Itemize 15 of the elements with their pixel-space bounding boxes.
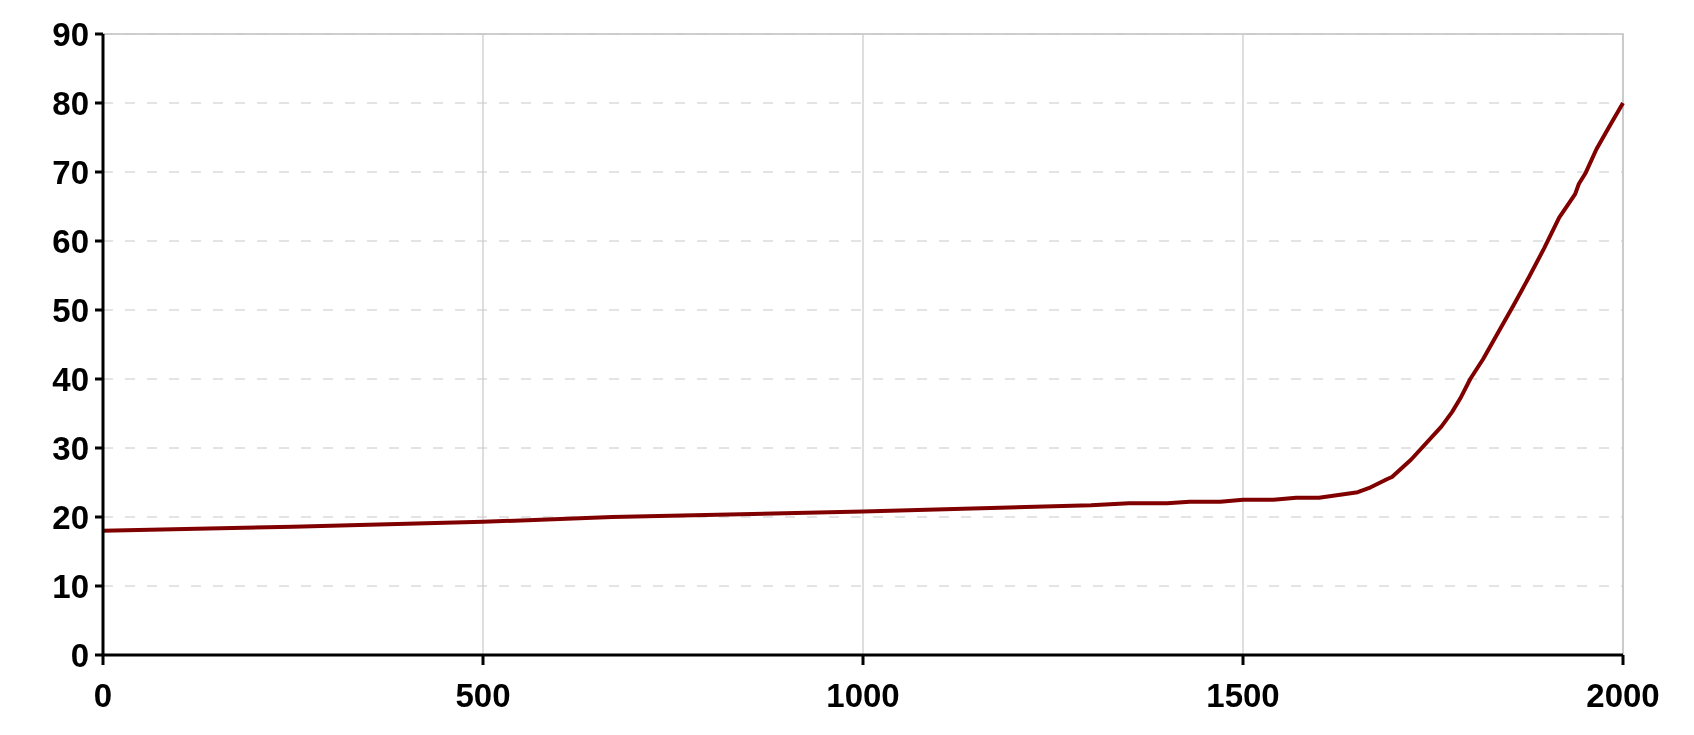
y-tick-label: 80 [52, 84, 89, 122]
y-tick-label: 60 [52, 222, 89, 260]
x-tick-label: 500 [455, 677, 511, 714]
y-tick-label: 30 [52, 429, 89, 467]
x-tick-label: 2000 [1586, 677, 1660, 714]
y-tick-label: 70 [52, 153, 89, 191]
x-tick-label: 1000 [826, 677, 900, 714]
y-tick-label: 90 [52, 15, 89, 53]
x-tick-label: 1500 [1206, 677, 1280, 714]
y-tick-label: 10 [52, 567, 89, 605]
x-tick-label: 0 [93, 677, 113, 714]
y-tick-label: 50 [52, 291, 89, 329]
y-tick-label: 0 [70, 636, 89, 674]
y-tick-label: 20 [52, 498, 89, 536]
y-tick-label: 40 [52, 360, 89, 398]
